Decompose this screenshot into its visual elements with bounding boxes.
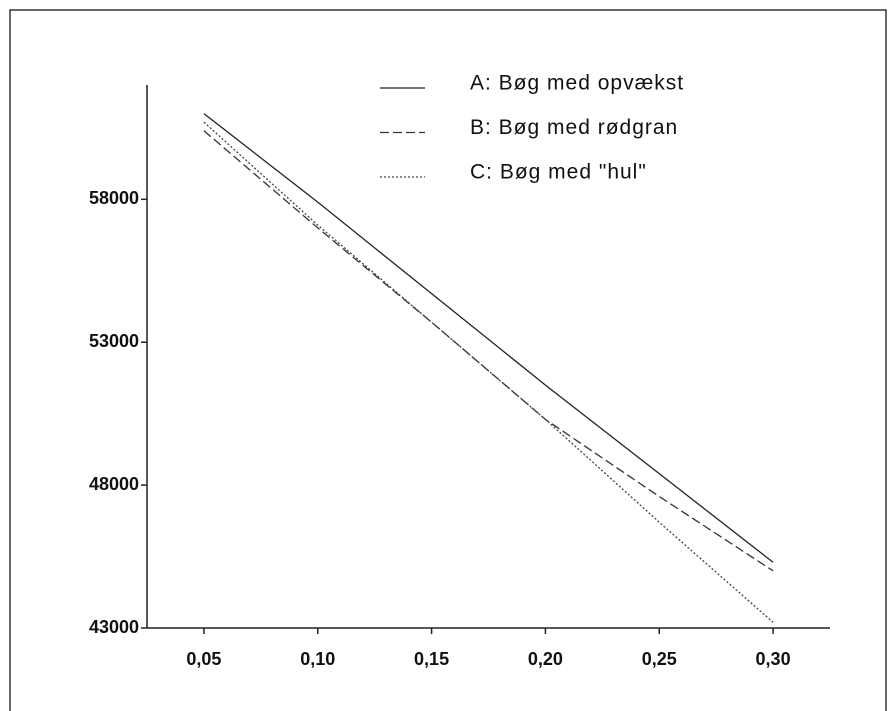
x-tick-label: 0,30 bbox=[756, 649, 791, 669]
x-tick-label: 0,10 bbox=[300, 649, 335, 669]
series-line bbox=[203, 113, 774, 563]
y-tick-label: 58000 bbox=[89, 188, 139, 208]
x-tick-label: 0,15 bbox=[414, 649, 449, 669]
x-tick-label: 0,20 bbox=[528, 649, 563, 669]
series-line bbox=[203, 121, 774, 623]
legend-label: A: Bøg med opvækst bbox=[470, 72, 684, 95]
x-tick-label: 0,05 bbox=[186, 649, 221, 669]
legend-label: C: Bøg med "hul" bbox=[470, 161, 647, 184]
y-tick-label: 43000 bbox=[89, 617, 139, 637]
x-tick-label: 0,25 bbox=[642, 649, 677, 669]
legend-label: B: Bøg med rødgran bbox=[470, 116, 678, 139]
series-line bbox=[203, 130, 774, 572]
frame bbox=[9, 9, 887, 711]
y-tick-label: 53000 bbox=[89, 331, 139, 351]
y-tick-label: 48000 bbox=[89, 474, 139, 494]
